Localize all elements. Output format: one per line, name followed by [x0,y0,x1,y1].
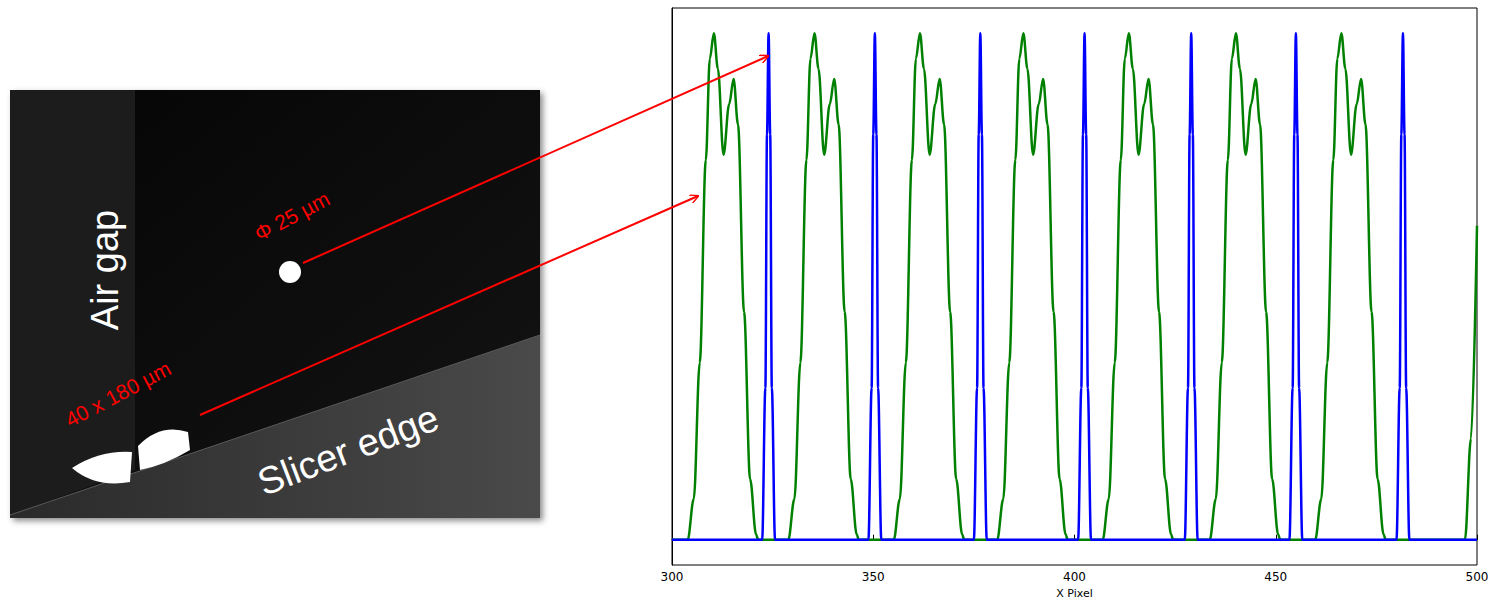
svg-text:350: 350 [862,570,885,584]
svg-text:X Pixel: X Pixel [1056,587,1092,600]
svg-text:400: 400 [1063,570,1086,584]
svg-text:300: 300 [661,570,684,584]
svg-text:500: 500 [1466,570,1489,584]
svg-text:Slicer edge: Slicer edge [252,396,445,503]
svg-text:Air gap: Air gap [84,210,126,330]
svg-text:450: 450 [1264,570,1287,584]
svg-text:40 x 180 µm: 40 x 180 µm [61,357,174,432]
svg-text:Φ 25 µm: Φ 25 µm [251,187,334,246]
